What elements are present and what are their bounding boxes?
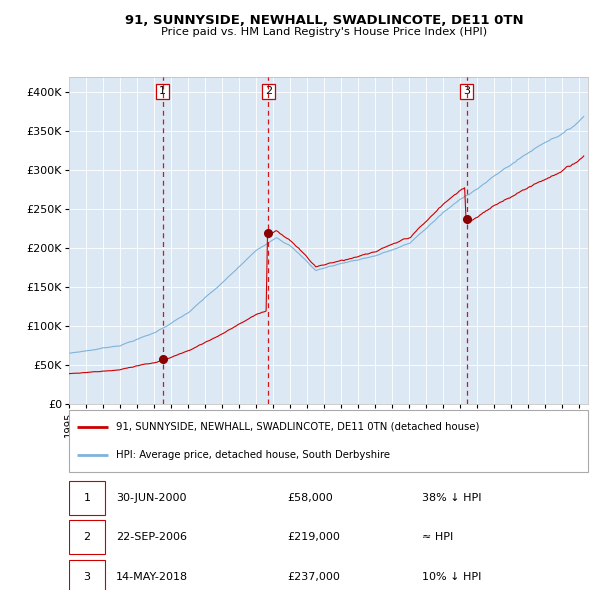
Text: £58,000: £58,000 [287,493,333,503]
Text: 38% ↓ HPI: 38% ↓ HPI [422,493,481,503]
Text: £237,000: £237,000 [287,572,340,582]
Text: ≈ HPI: ≈ HPI [422,532,453,542]
Text: 3: 3 [463,87,470,96]
Text: 10% ↓ HPI: 10% ↓ HPI [422,572,481,582]
Text: 1: 1 [159,87,166,96]
Text: 22-SEP-2006: 22-SEP-2006 [116,532,187,542]
FancyBboxPatch shape [69,520,106,554]
Text: £219,000: £219,000 [287,532,340,542]
Text: 3: 3 [83,572,91,582]
Text: 2: 2 [83,532,91,542]
Text: 91, SUNNYSIDE, NEWHALL, SWADLINCOTE, DE11 0TN: 91, SUNNYSIDE, NEWHALL, SWADLINCOTE, DE1… [125,14,523,27]
Text: 1: 1 [83,493,91,503]
Text: 14-MAY-2018: 14-MAY-2018 [116,572,188,582]
FancyBboxPatch shape [69,560,106,590]
Text: Price paid vs. HM Land Registry's House Price Index (HPI): Price paid vs. HM Land Registry's House … [161,28,487,37]
FancyBboxPatch shape [69,481,106,514]
Text: 2: 2 [265,87,272,96]
Text: 91, SUNNYSIDE, NEWHALL, SWADLINCOTE, DE11 0TN (detached house): 91, SUNNYSIDE, NEWHALL, SWADLINCOTE, DE1… [116,422,479,432]
Text: 30-JUN-2000: 30-JUN-2000 [116,493,186,503]
Text: HPI: Average price, detached house, South Derbyshire: HPI: Average price, detached house, Sout… [116,450,390,460]
